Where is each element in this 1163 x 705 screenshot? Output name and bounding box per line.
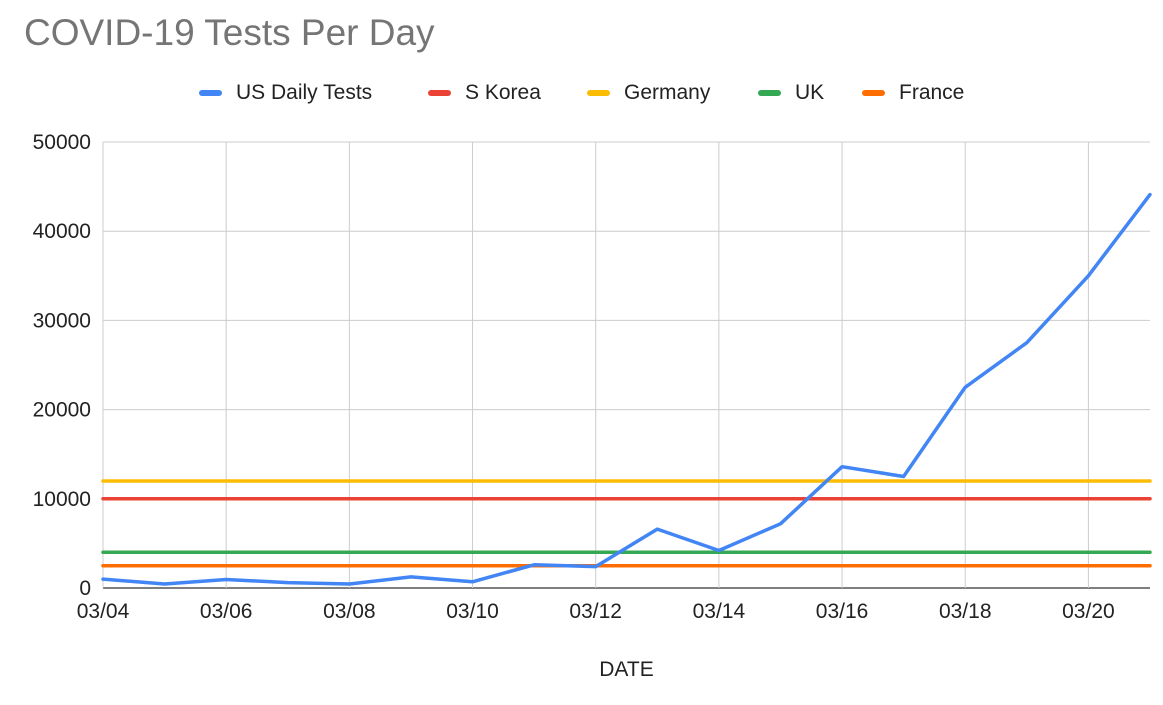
x-tick-label: 03/08: [323, 600, 376, 623]
x-tick-label: 03/20: [1062, 600, 1115, 623]
y-tick-label: 30000: [33, 309, 91, 332]
legend-label-uk: UK: [795, 81, 825, 104]
chart-title: COVID-19 Tests Per Day: [24, 12, 435, 53]
legend-swatch-uk: [758, 90, 781, 96]
series-line-us-daily-tests: [101, 192, 1152, 586]
y-tick-label: 0: [79, 577, 91, 600]
x-tick-label: 03/06: [200, 600, 253, 623]
legend-item-uk: UK: [758, 78, 824, 108]
legend-swatch-germany: [587, 90, 610, 96]
legend-item-france: France: [862, 78, 964, 108]
y-tick-label: 50000: [33, 131, 91, 154]
x-tick-label: 03/14: [693, 600, 746, 623]
y-tick-label: 20000: [33, 399, 91, 422]
x-tick-label: 03/12: [569, 600, 622, 623]
legend-label-us: US Daily Tests: [236, 81, 373, 104]
legend-swatch-s-korea: [428, 90, 451, 96]
legend-label-france: France: [899, 81, 965, 104]
legend-item-s-korea: S Korea: [428, 78, 541, 108]
x-tick-label: 03/16: [816, 600, 869, 623]
legend-swatch-us: [199, 90, 222, 96]
y-tick-label: 10000: [33, 488, 91, 511]
x-tick-label: 03/18: [939, 600, 992, 623]
x-tick-label: 03/04: [77, 600, 130, 623]
chart-legend: US Daily Tests S Korea Germany UK France: [0, 78, 1163, 108]
legend-item-us: US Daily Tests: [199, 78, 372, 108]
x-axis-label: DATE: [599, 658, 654, 681]
x-tick-label: 03/10: [446, 600, 499, 623]
y-tick-label: 40000: [33, 220, 91, 243]
legend-label-s-korea: S Korea: [465, 81, 541, 104]
legend-swatch-france: [862, 90, 885, 96]
legend-item-germany: Germany: [587, 78, 710, 108]
legend-label-germany: Germany: [624, 81, 711, 104]
